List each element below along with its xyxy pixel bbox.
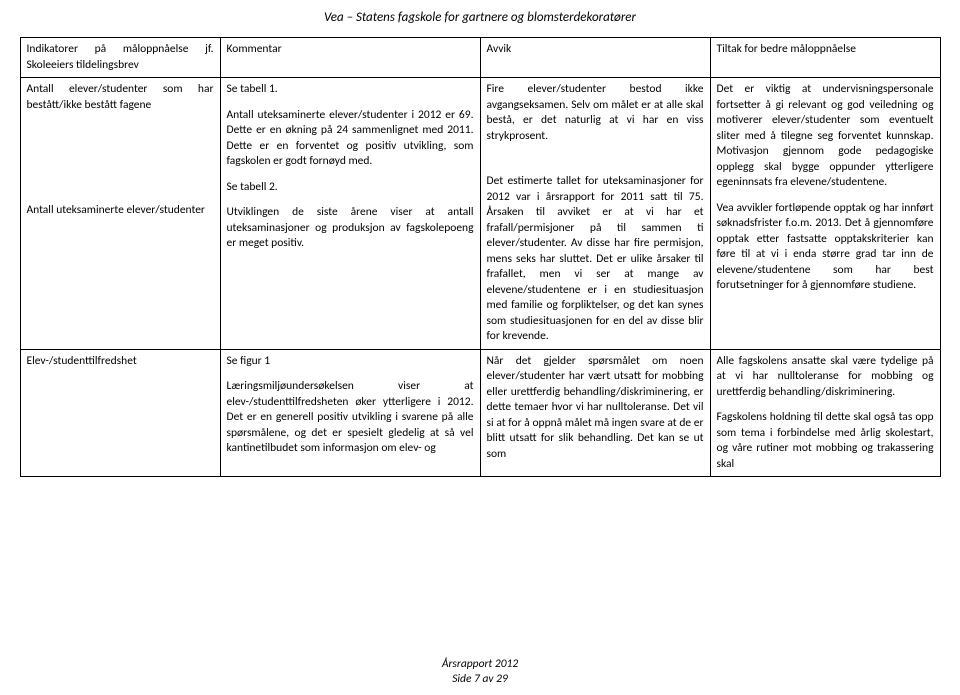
cell-text: Antall elever/studenter som har bestått/… <box>27 82 214 113</box>
footer-page-number: Side 7 av 29 <box>0 672 960 687</box>
page-footer: Årsrapport 2012 Side 7 av 29 <box>0 657 960 687</box>
cell-text: Se tabell 2. <box>227 180 474 196</box>
main-table: Indikatorer på måloppnåelse jf. Skoleeie… <box>20 37 941 477</box>
cell-text: Antall uteksaminerte elever/studenter <box>27 203 214 219</box>
cell-tiltak-2: Alle fagskolens ansatte skal være tydeli… <box>710 349 940 477</box>
cell-text: Utviklingen de siste årene viser at anta… <box>227 205 474 252</box>
cell-indikatorer-2: Elev-/studenttilfredshet <box>20 349 220 477</box>
col-header-indikatorer: Indikatorer på måloppnåelse jf. Skoleeie… <box>20 38 220 78</box>
col-header-tiltak: Tiltak for bedre måloppnåelse <box>710 38 940 78</box>
cell-avvik-1: Fire elever/studenter bestod ikke avgang… <box>480 78 710 350</box>
cell-avvik-2: Når det gjelder spørsmålet om noen eleve… <box>480 349 710 477</box>
cell-text: Fire elever/studenter bestod ikke avgang… <box>487 82 704 144</box>
cell-text: Det er viktig at undervisnings­personale… <box>717 82 934 191</box>
footer-title: Årsrapport 2012 <box>0 657 960 672</box>
cell-text: Det estimerte tallet for uteksaminasjone… <box>487 174 704 345</box>
cell-text: Alle fagskolens ansatte skal være tydeli… <box>717 354 934 401</box>
cell-indikatorer-1: Antall elever/studenter som har bestått/… <box>20 78 220 350</box>
cell-kommentar-1: Se tabell 1. Antall uteksaminerte elever… <box>220 78 480 350</box>
cell-text: Se tabell 1. <box>227 82 474 98</box>
cell-kommentar-2: Se figur 1 Læringsmiljøundersøkelsen vis… <box>220 349 480 477</box>
cell-text: Læringsmiljøundersøkelsen viser at elev-… <box>227 379 474 457</box>
table-row: Antall elever/studenter som har bestått/… <box>20 78 940 350</box>
cell-text: Fagskolens holdning til dette skal også … <box>717 410 934 472</box>
table-header-row: Indikatorer på måloppnåelse jf. Skoleeie… <box>20 38 940 78</box>
page-header: Vea – Statens fagskole for gartnere og b… <box>0 0 960 37</box>
col-header-kommentar: Kommentar <box>220 38 480 78</box>
cell-tiltak-1: Det er viktig at undervisnings­personale… <box>710 78 940 350</box>
table-row: Elev-/studenttilfredshet Se figur 1 Læri… <box>20 349 940 477</box>
cell-text: Se figur 1 <box>227 354 474 370</box>
col-header-avvik: Avvik <box>480 38 710 78</box>
cell-text: Vea avvikler fortløpende opptak og har i… <box>717 201 934 294</box>
cell-text: Antall uteksaminerte elever/studenter i … <box>227 108 474 170</box>
